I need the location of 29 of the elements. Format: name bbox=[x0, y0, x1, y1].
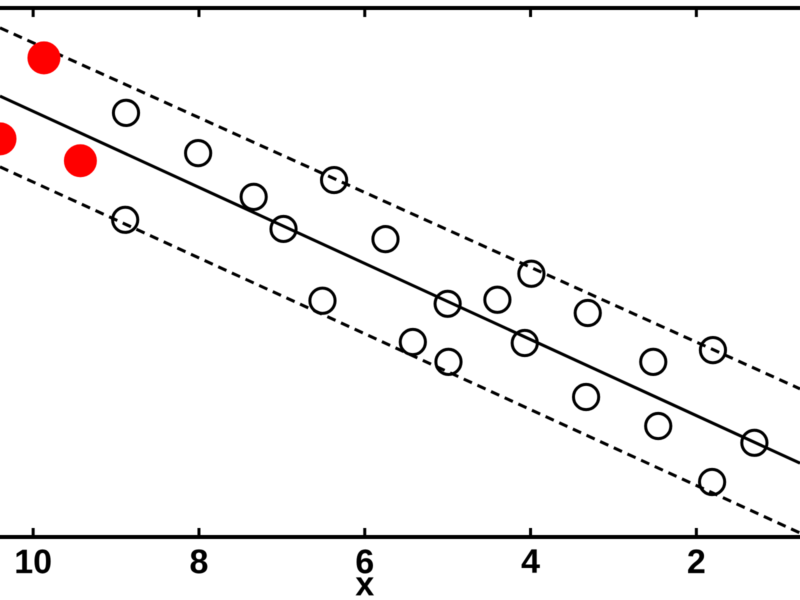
point bbox=[398, 328, 427, 356]
point bbox=[510, 328, 539, 358]
x-tick-label: 10 bbox=[16, 549, 51, 574]
x-axis-title: x bbox=[356, 577, 374, 596]
point bbox=[644, 412, 672, 440]
point bbox=[639, 348, 668, 376]
point bbox=[64, 144, 97, 178]
x-tick-label: 8 bbox=[190, 549, 208, 574]
point bbox=[27, 41, 60, 74]
x-tick-label: 2 bbox=[688, 549, 704, 574]
point bbox=[434, 348, 463, 376]
point bbox=[184, 138, 212, 168]
point bbox=[320, 166, 348, 194]
point bbox=[574, 298, 602, 328]
point bbox=[434, 290, 462, 318]
point bbox=[572, 382, 600, 412]
point bbox=[698, 468, 726, 496]
point bbox=[240, 182, 268, 211]
point bbox=[698, 336, 728, 364]
point bbox=[371, 225, 400, 254]
point bbox=[517, 260, 546, 288]
x-tick-label: 4 bbox=[522, 549, 540, 573]
point bbox=[308, 286, 337, 315]
x-tick-label: 6 bbox=[356, 549, 373, 574]
point bbox=[112, 98, 140, 127]
point bbox=[483, 286, 512, 314]
point bbox=[111, 206, 140, 234]
point bbox=[269, 214, 298, 244]
point bbox=[740, 428, 768, 457]
